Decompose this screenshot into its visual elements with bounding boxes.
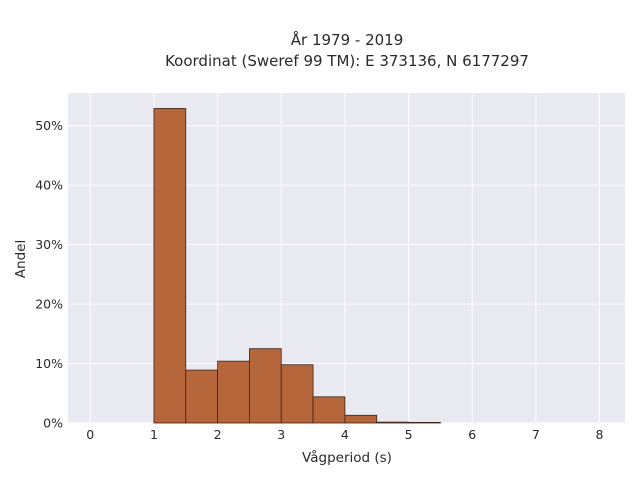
x-tick-label: 6 (468, 427, 476, 442)
x-tick-label: 7 (532, 427, 540, 442)
bars (153, 108, 441, 424)
histogram-bar (408, 422, 441, 424)
x-tick-label: 0 (86, 427, 94, 442)
x-tick-label: 3 (277, 427, 285, 442)
x-tick-label: 2 (214, 427, 222, 442)
x-tick-label: 4 (341, 427, 349, 442)
x-tick-labels: 0 1 2 3 4 5 6 7 8 (86, 427, 603, 442)
y-tick-label: 20% (35, 297, 63, 312)
x-axis-title: Vågperiod (s) (302, 449, 392, 466)
plot-area (68, 93, 625, 423)
x-tick-label: 1 (150, 427, 158, 442)
y-tick-label: 10% (35, 356, 63, 371)
y-tick-label: 50% (35, 118, 63, 133)
histogram-bar (153, 108, 187, 424)
histogram-bar (312, 396, 346, 424)
x-tick-label: 8 (596, 427, 604, 442)
histogram-bar (376, 421, 409, 424)
y-axis-title: Andel (13, 240, 29, 278)
y-tick-label: 30% (35, 237, 63, 252)
histogram-bar (344, 414, 378, 424)
chart-subtitle: Koordinat (Sweref 99 TM): E 373136, N 61… (165, 52, 529, 70)
histogram-bar (249, 348, 282, 424)
y-tick-label: 0% (43, 416, 63, 431)
x-tick-label: 5 (405, 427, 413, 442)
y-tick-labels: 0% 10% 20% 30% 40% 50% (35, 118, 63, 430)
histogram-bar (280, 364, 314, 424)
histogram-bar (185, 369, 218, 424)
histogram-bar (217, 360, 250, 424)
chart-title: År 1979 - 2019 (291, 30, 404, 49)
y-tick-label: 40% (35, 178, 63, 193)
